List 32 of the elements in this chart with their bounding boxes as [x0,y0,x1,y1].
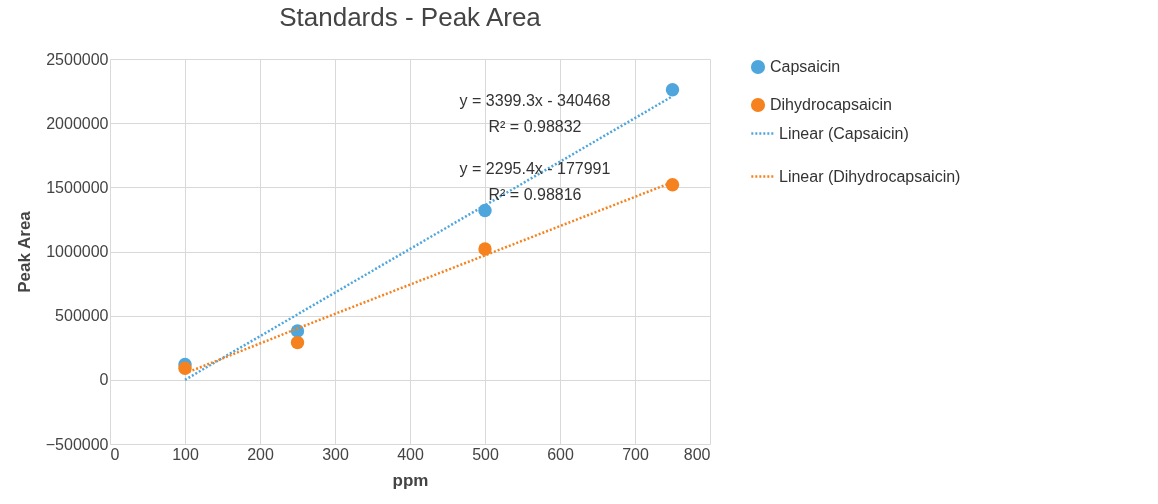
y-axis-title: Peak Area [14,210,34,293]
x-tick-label: 800 [683,445,711,463]
point [178,361,192,375]
x-tick-label: 600 [547,445,574,463]
y-tick-label: 2500000 [46,50,109,68]
annotation: R² = 0.98832 [488,118,582,135]
legend-label: Linear (Capsaicin) [779,124,909,142]
point [290,335,305,350]
point [665,178,680,192]
point [478,242,492,256]
annotation: y = 2295.4x - 177991 [459,160,611,177]
y-tick-label: 0 [99,371,109,389]
annotation: y = 3399.3x - 340468 [459,92,611,109]
x-tick-label: 300 [322,445,349,463]
x-tick-label: 100 [172,445,199,463]
x-tick-label: 500 [472,445,499,463]
x-tick-label: 0 [110,445,120,463]
x-axis-title: ppm [392,470,429,490]
annotation: R² = 0.98816 [488,186,582,203]
x-tick-label: 700 [622,445,649,463]
y-tick-label: 500000 [55,307,109,325]
legend-label: Capsaicin [770,58,841,75]
point [665,83,680,97]
legend-label: Dihydrocapsaicin [770,96,892,113]
y-tick-label: 2000000 [46,114,109,132]
x-tick-label: 400 [397,445,424,463]
y-tick-label: 1500000 [46,178,109,196]
y-tick-label: 1000000 [46,243,109,260]
legend-label: Linear (Dihydrocapsaicin) [779,167,961,185]
chart-title: Standards - Peak Area [279,2,542,32]
y-tick-label: −500000 [45,435,109,453]
x-tick-label: 200 [247,445,274,463]
